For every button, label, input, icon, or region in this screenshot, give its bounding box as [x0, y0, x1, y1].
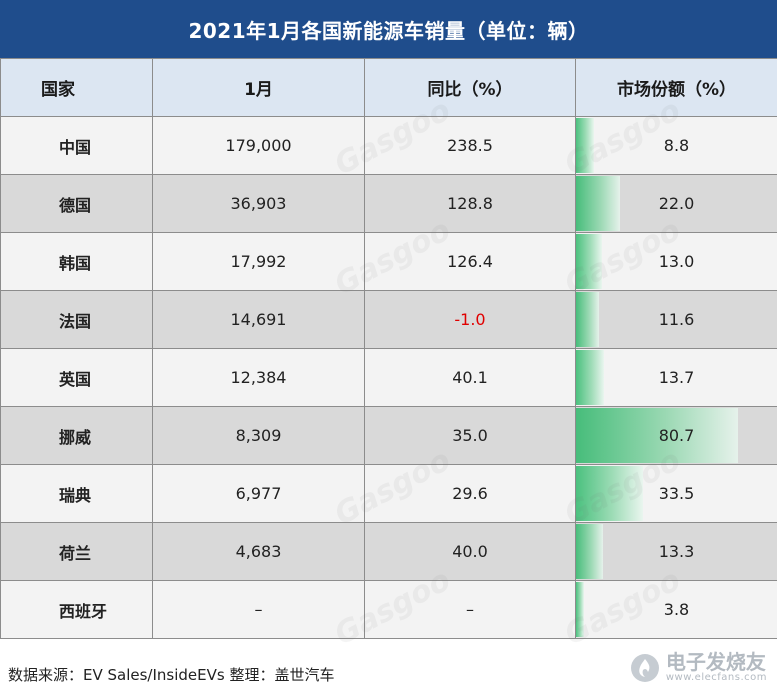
- cell-january-sales: 8,309: [152, 406, 365, 465]
- cell-january-sales: 4,683: [152, 522, 365, 581]
- cell-country: 德国: [0, 174, 153, 233]
- market-share-bar: [576, 292, 600, 347]
- market-share-value: 13.7: [658, 368, 695, 387]
- logo-flame-icon: [630, 653, 659, 682]
- cell-market-share: 11.6: [575, 290, 777, 349]
- cell-country: 英国: [0, 348, 153, 407]
- cell-market-share: 33.5: [575, 464, 777, 523]
- cell-market-share: 13.0: [575, 232, 777, 291]
- market-share-value: 8.8: [663, 136, 690, 155]
- market-share-bar: [576, 524, 603, 579]
- table-row: 荷兰 4,683 40.0 13.3: [0, 522, 777, 581]
- table-title: 2021年1月各国新能源车销量（单位：辆）: [0, 0, 777, 58]
- table-row: 韩国 17,992 126.4 13.0: [0, 232, 777, 291]
- table-row: 法国 14,691 -1.0 11.6: [0, 290, 777, 349]
- table-row: 中国 179,000 238.5 8.8: [0, 116, 777, 175]
- market-share-value: 11.6: [658, 310, 695, 329]
- cell-market-share: 13.3: [575, 522, 777, 581]
- col-header-market-share: 市场份额（%）: [575, 58, 777, 117]
- table-row: 挪威 8,309 35.0 80.7: [0, 406, 777, 465]
- market-share-bar: [576, 408, 739, 463]
- col-header-yoy: 同比（%）: [364, 58, 576, 117]
- source-note: 数据来源：EV Sales/InsideEVs 整理：盖世汽车: [8, 665, 335, 684]
- cell-january-sales: 12,384: [152, 348, 365, 407]
- cell-country: 挪威: [0, 406, 153, 465]
- market-share-value: 13.0: [658, 252, 695, 271]
- cell-country: 荷兰: [0, 522, 153, 581]
- table-row: 德国 36,903 128.8 22.0: [0, 174, 777, 233]
- cell-yoy: -1.0: [364, 290, 576, 349]
- market-share-bar: [576, 466, 644, 521]
- cell-market-share: 80.7: [575, 406, 777, 465]
- market-share-bar: [576, 118, 594, 173]
- col-header-country: 国家: [0, 58, 153, 117]
- footer: 数据来源：EV Sales/InsideEVs 整理：盖世汽车: [0, 648, 777, 700]
- cell-country: 中国: [0, 116, 153, 175]
- table-row: 瑞典 6,977 29.6 33.5: [0, 464, 777, 523]
- cell-january-sales: –: [152, 580, 365, 639]
- cell-market-share: 22.0: [575, 174, 777, 233]
- cell-yoy: –: [364, 580, 576, 639]
- cell-yoy: 128.8: [364, 174, 576, 233]
- cell-market-share: 3.8: [575, 580, 777, 639]
- market-share-value: 80.7: [658, 426, 695, 445]
- cell-january-sales: 17,992: [152, 232, 365, 291]
- table-row: 英国 12,384 40.1 13.7: [0, 348, 777, 407]
- cell-market-share: 8.8: [575, 116, 777, 175]
- market-share-value: 13.3: [658, 542, 695, 561]
- cell-january-sales: 6,977: [152, 464, 365, 523]
- sales-table: 国家 1月 同比（%） 市场份额（%） 中国 179,000 238.5 8.8 德国 3…: [0, 58, 777, 639]
- cell-january-sales: 179,000: [152, 116, 365, 175]
- market-share-value: 22.0: [658, 194, 695, 213]
- cell-yoy: 40.0: [364, 522, 576, 581]
- cell-yoy: 126.4: [364, 232, 576, 291]
- cell-yoy: 35.0: [364, 406, 576, 465]
- cell-market-share: 13.7: [575, 348, 777, 407]
- cell-yoy: 29.6: [364, 464, 576, 523]
- cell-yoy: 40.1: [364, 348, 576, 407]
- site-logo: 电子发烧友 www.elecfans.com: [630, 652, 767, 683]
- table-body: 中国 179,000 238.5 8.8 德国 36,903 128.8 22.0 韩国 17,9…: [0, 116, 777, 639]
- market-share-value: 3.8: [663, 600, 690, 619]
- table-row: 西班牙 – –3.8: [0, 580, 777, 639]
- cell-january-sales: 36,903: [152, 174, 365, 233]
- cell-country: 韩国: [0, 232, 153, 291]
- logo-text: 电子发烧友: [665, 650, 766, 674]
- market-share-bar: [576, 582, 584, 637]
- header-row: 国家 1月 同比（%） 市场份额（%）: [0, 58, 777, 117]
- market-share-bar: [576, 350, 604, 405]
- logo-subtext: www.elecfans.com: [665, 672, 767, 683]
- cell-country: 瑞典: [0, 464, 153, 523]
- cell-country: 西班牙: [0, 580, 153, 639]
- col-header-january: 1月: [152, 58, 365, 117]
- cell-january-sales: 14,691: [152, 290, 365, 349]
- market-share-value: 33.5: [658, 484, 695, 503]
- market-share-bar: [576, 234, 603, 289]
- market-share-bar: [576, 176, 621, 231]
- cell-country: 法国: [0, 290, 153, 349]
- cell-yoy: 238.5: [364, 116, 576, 175]
